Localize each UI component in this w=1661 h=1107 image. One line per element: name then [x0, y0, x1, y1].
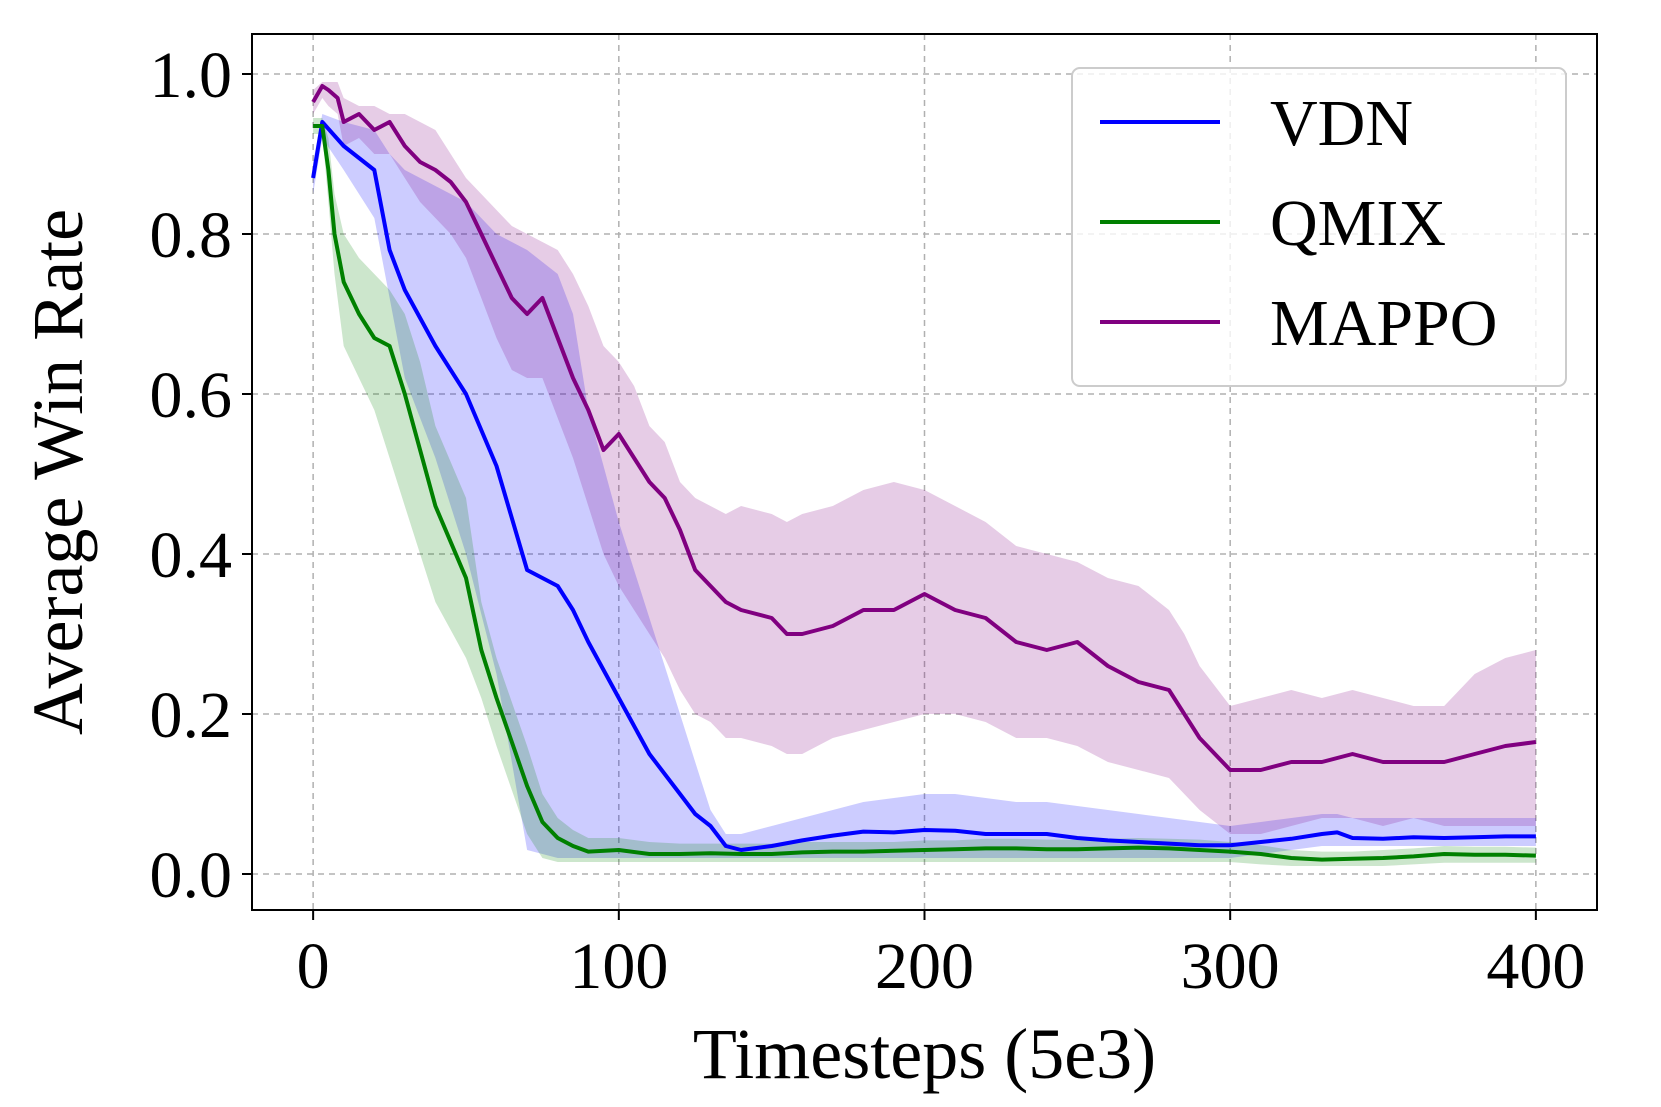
confidence-bands — [313, 82, 1536, 866]
mappo-band — [313, 82, 1536, 834]
y-tick-label: 0.8 — [150, 199, 233, 272]
legend-label-mappo: MAPPO — [1270, 287, 1497, 360]
x-tick-label: 200 — [875, 930, 974, 1003]
y-tick-label: 1.0 — [150, 39, 233, 112]
legend: VDN QMIX MAPPO — [1071, 67, 1567, 387]
x-tick-label: 300 — [1181, 930, 1280, 1003]
legend-box — [1071, 67, 1567, 387]
legend-label-vdn: VDN — [1270, 87, 1413, 160]
x-axis-label: Timesteps (5e3) — [693, 1014, 1156, 1094]
y-tick-label: 0.2 — [150, 679, 233, 752]
qmix-line — [313, 124, 1536, 862]
y-tick-label: 0.4 — [150, 519, 233, 592]
y-tick-label: 0.6 — [150, 359, 233, 432]
mappo-line — [311, 84, 1537, 772]
series-lines — [311, 84, 1537, 862]
legend-label-qmix: QMIX — [1270, 187, 1446, 260]
vdn-band — [313, 114, 1536, 858]
axis-ticks: 0 100 200 300 400 0.0 0.2 0.4 0.6 0.8 1.0 — [150, 39, 1586, 1003]
vdn-line — [311, 120, 1536, 852]
x-tick-label: 100 — [569, 930, 668, 1003]
y-tick-label: 0.0 — [150, 839, 233, 912]
x-tick-label: 400 — [1486, 930, 1585, 1003]
x-tick-label: 0 — [297, 930, 330, 1003]
y-axis-label: Average Win Rate — [18, 209, 98, 735]
